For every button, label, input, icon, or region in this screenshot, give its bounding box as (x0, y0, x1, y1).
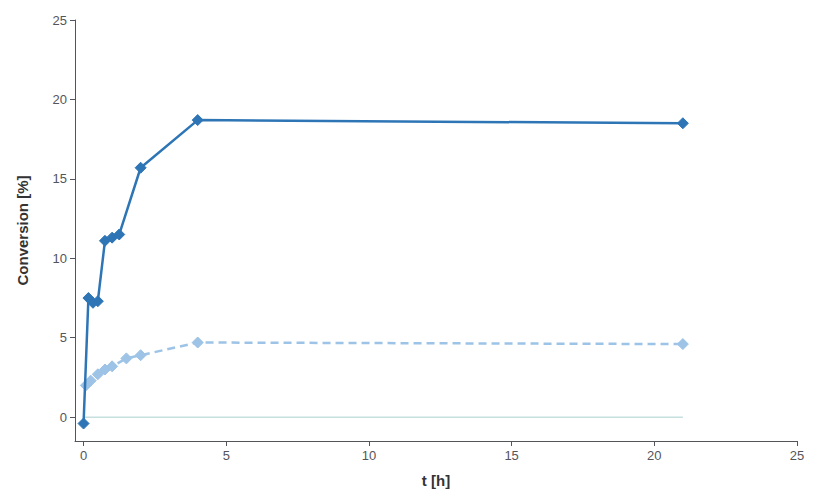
svg-text:t [h]: t [h] (422, 472, 450, 489)
svg-text:20: 20 (53, 92, 67, 107)
svg-text:25: 25 (790, 448, 804, 463)
svg-text:25: 25 (53, 13, 67, 28)
svg-text:0: 0 (60, 410, 67, 425)
svg-text:Conversion [%]: Conversion [%] (14, 175, 31, 285)
svg-text:10: 10 (53, 251, 67, 266)
svg-text:20: 20 (647, 448, 661, 463)
svg-text:0: 0 (80, 448, 87, 463)
svg-text:15: 15 (53, 171, 67, 186)
svg-text:15: 15 (504, 448, 518, 463)
svg-text:5: 5 (223, 448, 230, 463)
svg-text:10: 10 (362, 448, 376, 463)
svg-text:5: 5 (60, 330, 67, 345)
